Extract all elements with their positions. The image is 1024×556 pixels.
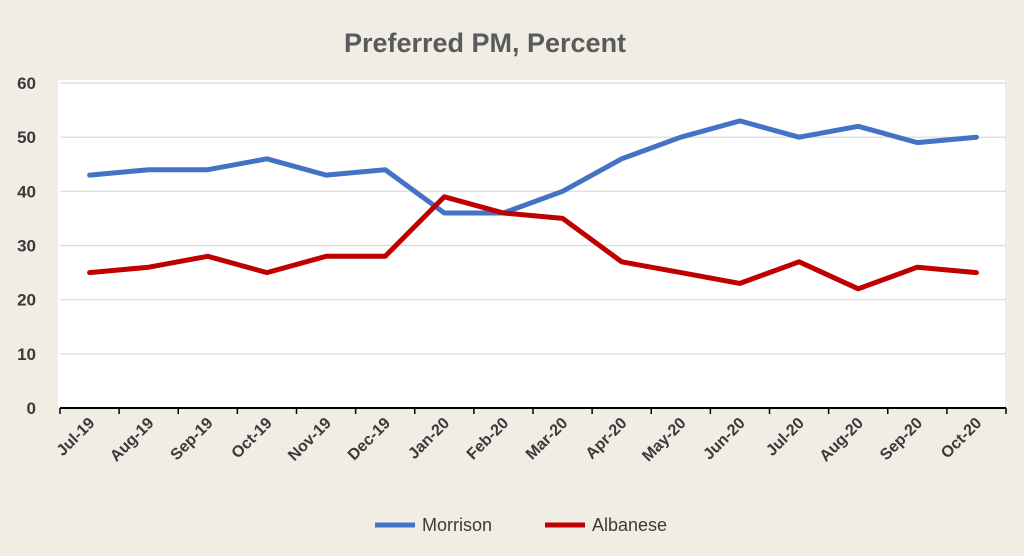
x-tick-label: Jul-19 [54,415,99,460]
data-point-albanese [737,281,742,286]
series-line-morrison [87,118,979,216]
data-point-albanese [619,259,624,264]
x-tick-label: Aug-20 [817,415,867,465]
data-point-morrison [856,124,861,129]
data-point-morrison [560,189,565,194]
y-tick-label: 40 [17,182,36,201]
data-point-albanese [383,254,388,259]
y-tick-label: 0 [27,399,36,418]
data-point-morrison [442,211,447,216]
data-point-albanese [324,254,329,259]
data-point-albanese [856,286,861,291]
data-point-albanese [678,270,683,275]
y-tick-label: 30 [17,237,36,256]
data-point-albanese [264,270,269,275]
chart-title: Preferred PM, Percent [344,28,626,58]
y-tick-label: 20 [17,291,36,310]
data-point-morrison [383,167,388,172]
axes [59,407,1007,414]
x-tick-label: Sep-20 [877,415,926,464]
x-tick-label: Sep-19 [168,415,217,464]
x-tick-label: Oct-20 [938,415,985,462]
x-tick-label: May-20 [639,415,689,465]
data-point-morrison [146,167,151,172]
data-point-albanese [915,265,920,270]
x-tick-label: Aug-19 [107,415,157,465]
data-point-morrison [678,135,683,140]
data-point-morrison [915,140,920,145]
data-point-albanese [205,254,210,259]
y-tick-labels: 0 10 20 30 40 50 60 [17,74,36,418]
data-point-morrison [737,118,742,123]
x-tick-label: Jan-20 [405,415,453,463]
x-tick-labels: Jul-19 Aug-19 Sep-19 Oct-19 Nov-19 Dec-19 Jan-… [54,415,986,465]
legend-label-morrison: Morrison [422,515,492,535]
series-lines [87,118,979,292]
x-tick-label: Jun-20 [700,415,749,464]
data-point-albanese [501,211,506,216]
y-tick-label: 10 [17,345,36,364]
legend: Morrison Albanese [375,515,667,535]
y-tick-label: 50 [17,128,36,147]
data-point-morrison [797,135,802,140]
data-point-morrison [619,156,624,161]
data-point-morrison [205,167,210,172]
x-tick-label: Feb-20 [464,415,513,464]
data-point-albanese [560,216,565,221]
legend-label-albanese: Albanese [592,515,667,535]
x-tick-label: Apr-20 [583,415,631,463]
data-point-morrison [324,173,329,178]
data-point-albanese [442,194,447,199]
data-point-albanese [87,270,92,275]
data-point-morrison [974,135,979,140]
y-tick-label: 60 [17,74,36,93]
gridlines [60,82,1006,355]
data-point-albanese [974,270,979,275]
data-point-albanese [797,259,802,264]
x-tick-label: Dec-19 [345,415,394,464]
x-tick-label: Jul-20 [763,415,808,460]
data-point-morrison [87,173,92,178]
data-point-morrison [264,156,269,161]
x-tick-label: Mar-20 [523,415,572,464]
x-tick-label: Nov-19 [285,415,335,465]
data-point-albanese [146,265,151,270]
series-line-albanese [87,194,979,292]
x-tick-label: Oct-19 [229,415,276,462]
